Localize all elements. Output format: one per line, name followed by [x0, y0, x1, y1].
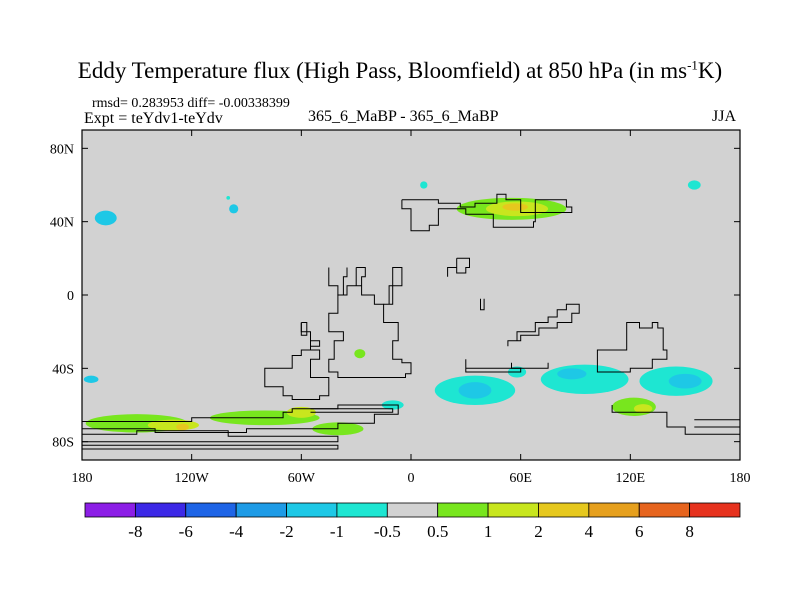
coastline: [611, 405, 740, 435]
chart-title-main: Eddy Temperature flux (High Pass, Bloomf…: [77, 58, 688, 83]
coastline-layer: [82, 193, 740, 450]
coastline: [596, 322, 668, 373]
x-tick-label: 0: [408, 471, 415, 486]
colorbar-box: [286, 502, 338, 518]
anomaly-region: [687, 180, 701, 190]
colorbar-box: [689, 502, 741, 518]
season-label: JJA: [712, 108, 737, 125]
anomaly-region: [502, 203, 528, 211]
anomaly-region: [633, 404, 653, 414]
colorbar-labels: -8 -6 -4 -2 -1 -0.5 0.5 1 2 4 6 8: [128, 522, 694, 541]
anomaly-region: [229, 204, 239, 214]
y-tick-label: 0: [67, 289, 74, 304]
colorbar-box: [185, 502, 237, 518]
colorbar-box: [588, 502, 640, 518]
chart-title-end: K): [697, 58, 723, 83]
colorbar-tick-label: -8: [128, 522, 142, 541]
anomaly-region: [668, 373, 702, 389]
colorbar-tick-label: -0.5: [374, 522, 401, 541]
anomaly-region: [226, 196, 231, 200]
stats-text: rmsd= 0.283953 diff= -0.00338399: [92, 96, 290, 111]
x-tick-label: 180: [72, 471, 93, 486]
case-label: 365_6_MaBP - 365_6_MaBP: [308, 108, 499, 125]
chart-title-superscript: -1: [687, 57, 698, 73]
colorbar-tick-label: -2: [279, 522, 293, 541]
colorbar-tick-label: 1: [484, 522, 493, 541]
y-tick-label: 40S: [52, 362, 74, 377]
colorbar-boxes: [84, 502, 741, 518]
colorbar-box: [84, 502, 136, 518]
colorbar-box: [487, 502, 539, 518]
chart-title: Eddy Temperature flux (High Pass, Bloomf…: [0, 58, 800, 84]
y-tick-label: 80N: [50, 142, 74, 157]
coastline: [383, 267, 403, 305]
colorbar-box: [386, 502, 439, 518]
coastline: [328, 267, 348, 296]
colorbar-tick-label: -4: [229, 522, 244, 541]
coastline: [310, 408, 394, 413]
coastline: [401, 193, 573, 232]
anomaly-region: [176, 423, 189, 431]
y-tick-label: 40N: [50, 216, 74, 231]
coastline: [507, 303, 580, 347]
experiment-label: Expt = teYdv1-teYdv: [84, 110, 223, 127]
coastline: [82, 430, 339, 443]
anomaly-region: [420, 181, 428, 189]
anomaly-region: [94, 210, 117, 226]
colorbar-box: [235, 502, 287, 518]
anomaly-region: [557, 368, 587, 380]
coastline: [465, 359, 522, 373]
coastline: [447, 267, 457, 277]
colorbar-tick-label: 8: [685, 522, 694, 541]
axis-ticks: 180 120W 60W 0 60E 120E 180 80N 40N 0 40S 80S: [50, 130, 751, 486]
anomaly-region: [83, 375, 99, 384]
x-tick-label: 60E: [509, 471, 532, 486]
coastline: [264, 322, 330, 400]
coastline: [82, 404, 399, 433]
coastline: [511, 362, 549, 369]
colorbar-tick-label: -6: [179, 522, 193, 541]
colorbar-box: [538, 502, 590, 518]
coastline: [456, 257, 470, 274]
colorbar-box: [638, 502, 691, 518]
x-tick-label: 120W: [175, 471, 210, 486]
y-tick-label: 80S: [52, 436, 74, 451]
anomaly-region: [458, 382, 492, 399]
colorbar-tick-label: 0.5: [427, 522, 448, 541]
coastline: [82, 444, 339, 450]
x-tick-label: 180: [730, 471, 751, 486]
anomaly-region: [354, 349, 366, 359]
colorbar-tick-label: -1: [330, 522, 344, 541]
colorbar-tick-label: 2: [534, 522, 543, 541]
coastline: [300, 322, 308, 336]
colorbar-box: [336, 502, 388, 518]
x-tick-label: 120E: [616, 471, 646, 486]
anomaly-region: [286, 406, 316, 418]
colorbar-box: [134, 502, 187, 518]
colorbar-tick-label: 6: [635, 522, 644, 541]
x-tick-label: 60W: [288, 471, 316, 486]
colorbar-tick-label: 4: [585, 522, 594, 541]
colorbar-box: [437, 502, 489, 518]
coastline: [480, 298, 485, 311]
